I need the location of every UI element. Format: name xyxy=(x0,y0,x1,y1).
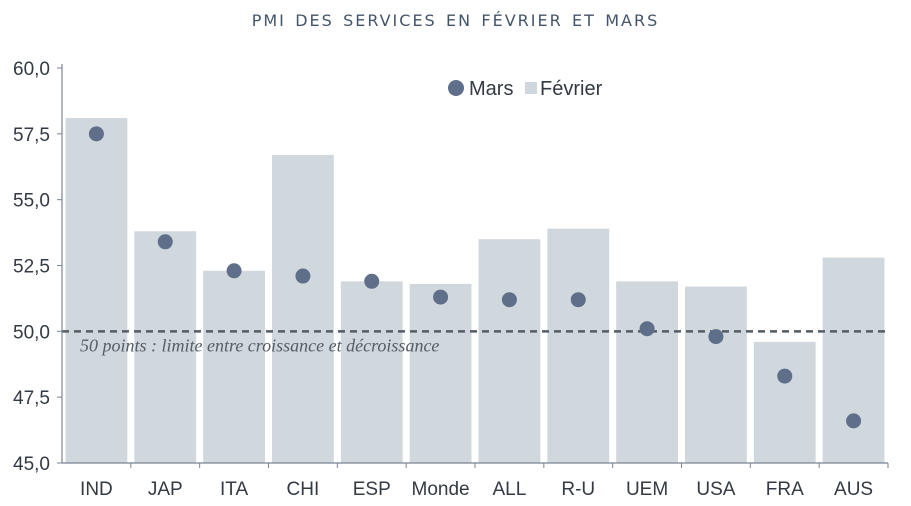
point-mars-ind xyxy=(88,126,104,142)
bar-fevrier-all xyxy=(478,239,541,463)
point-mars-aus xyxy=(846,413,862,429)
bar-fevrier-fra xyxy=(753,341,816,463)
bar-fevrier-chi xyxy=(272,154,334,463)
x-tick-label: CHI xyxy=(287,479,320,500)
x-tick-label: ALL xyxy=(493,479,527,500)
y-tick-label: 60,0 xyxy=(13,59,50,80)
x-tick-label: AUS xyxy=(834,479,873,500)
point-mars-esp xyxy=(364,273,380,289)
reference-line-annotation: 50 points : limite entre croissance et d… xyxy=(80,335,439,355)
x-tick-label: FRA xyxy=(766,479,804,500)
bar-fevrier-esp xyxy=(340,281,403,463)
x-tick-label: R-U xyxy=(561,479,595,500)
y-tick-label: 50,0 xyxy=(13,322,50,343)
bar-fevrier-monde xyxy=(409,283,472,463)
y-tick-label: 47,5 xyxy=(13,388,50,409)
x-tick-label: USA xyxy=(696,479,735,500)
point-mars-uem xyxy=(639,321,655,337)
y-tick-label: 52,5 xyxy=(13,257,50,278)
bar-fevrier-jap xyxy=(134,231,197,463)
x-tick-label: ESP xyxy=(353,479,391,500)
x-tick-label: Monde xyxy=(412,479,470,500)
bar-fevrier-uem xyxy=(616,281,678,463)
point-mars-r-u xyxy=(570,292,586,308)
bar-fevrier-r-u xyxy=(547,228,610,463)
bar-fevrier-aus xyxy=(822,257,885,463)
bar-fevrier-ind xyxy=(65,118,128,464)
point-mars-ita xyxy=(226,263,242,279)
x-tick-label: ITA xyxy=(220,479,248,500)
legend-marker-mars xyxy=(448,80,464,96)
legend-marker-fevrier xyxy=(525,82,537,94)
y-tick-label: 45,0 xyxy=(13,454,50,475)
legend-label-mars: Mars xyxy=(469,78,513,100)
point-mars-chi xyxy=(295,268,311,284)
bar-fevrier-usa xyxy=(685,286,747,463)
legend-label-fevrier: Février xyxy=(540,78,603,100)
point-mars-jap xyxy=(157,234,173,250)
point-mars-all xyxy=(501,292,517,308)
chart-title: PMI des services en février et mars xyxy=(251,6,660,32)
point-mars-fra xyxy=(777,368,793,384)
y-tick-label: 55,0 xyxy=(13,191,50,212)
point-mars-monde xyxy=(433,289,449,305)
x-tick-label: JAP xyxy=(148,479,183,500)
x-tick-label: IND xyxy=(80,479,113,500)
point-mars-usa xyxy=(708,329,724,345)
bar-fevrier-ita xyxy=(203,270,265,463)
y-tick-label: 57,5 xyxy=(13,125,50,146)
x-tick-label: UEM xyxy=(626,479,668,500)
